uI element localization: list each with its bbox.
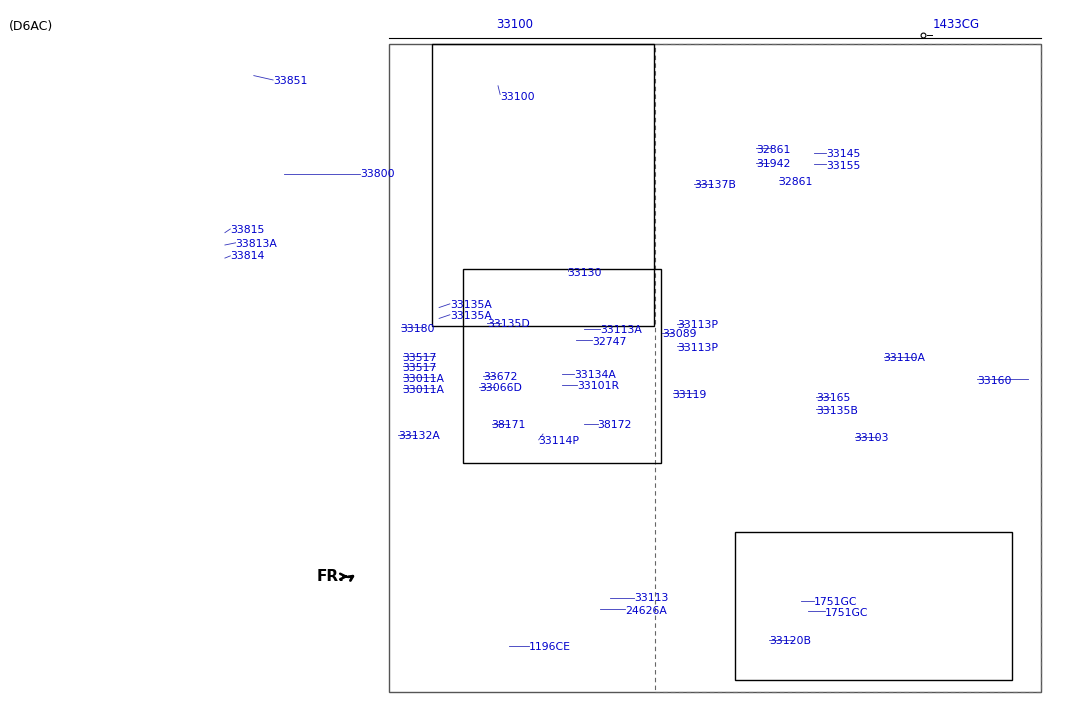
Text: FR.: FR. (317, 569, 345, 584)
Text: 33851: 33851 (273, 76, 307, 87)
Bar (655, 44, 1041, 692)
Text: 33137B: 33137B (694, 180, 736, 190)
Text: 33145: 33145 (826, 149, 860, 159)
Text: 32747: 32747 (592, 337, 627, 347)
Text: 33813A: 33813A (236, 239, 277, 249)
Text: 33100: 33100 (497, 18, 533, 31)
Text: 33132A: 33132A (398, 431, 440, 441)
Text: 33101R: 33101R (577, 381, 619, 391)
Bar (463, 269, 661, 463)
Text: 33120B: 33120B (769, 636, 811, 646)
Text: 38171: 38171 (492, 420, 526, 430)
Text: 33066D: 33066D (479, 383, 522, 393)
Text: 32861: 32861 (779, 177, 813, 187)
Text: 33110A: 33110A (884, 353, 925, 364)
Bar (735, 532, 1012, 680)
Text: 33672: 33672 (483, 372, 517, 382)
Text: 33113P: 33113P (677, 342, 718, 353)
Text: 33130: 33130 (568, 268, 602, 278)
Text: 38172: 38172 (598, 420, 632, 430)
Text: 33135A: 33135A (450, 311, 492, 321)
Text: 33113P: 33113P (677, 320, 718, 330)
Text: 33135A: 33135A (450, 300, 492, 310)
Text: (D6AC): (D6AC) (9, 20, 52, 33)
Text: 33089: 33089 (662, 329, 696, 340)
Text: 1751GC: 1751GC (825, 608, 869, 618)
Text: 1196CE: 1196CE (529, 642, 571, 652)
Text: 1751GC: 1751GC (814, 597, 858, 607)
Text: 33135D: 33135D (487, 319, 530, 329)
Text: 33165: 33165 (816, 393, 850, 403)
Text: 24626A: 24626A (625, 606, 667, 616)
Text: 33011A: 33011A (403, 374, 444, 384)
Bar (389, 44, 1041, 692)
Text: 33180: 33180 (401, 324, 435, 334)
Text: 31942: 31942 (756, 159, 790, 169)
Text: 33011A: 33011A (403, 385, 444, 395)
Text: 33134A: 33134A (574, 370, 616, 380)
Text: 33160: 33160 (977, 376, 1011, 386)
Text: 33155: 33155 (826, 161, 860, 171)
Text: 33113: 33113 (634, 593, 668, 603)
Text: 33103: 33103 (855, 433, 889, 443)
Text: 33119: 33119 (673, 390, 707, 400)
Text: 33815: 33815 (230, 225, 265, 236)
Text: 33517: 33517 (403, 363, 437, 373)
Text: 33517: 33517 (403, 353, 437, 363)
Text: 33100: 33100 (500, 92, 534, 102)
Text: 32861: 32861 (756, 145, 790, 155)
Text: 33814: 33814 (230, 251, 265, 261)
Text: 33113A: 33113A (600, 325, 642, 335)
Text: 33800: 33800 (360, 169, 394, 180)
Text: 33135B: 33135B (816, 406, 858, 416)
Text: 33114P: 33114P (539, 436, 579, 446)
Bar (432, 44, 654, 326)
Text: 1433CG: 1433CG (933, 18, 980, 31)
